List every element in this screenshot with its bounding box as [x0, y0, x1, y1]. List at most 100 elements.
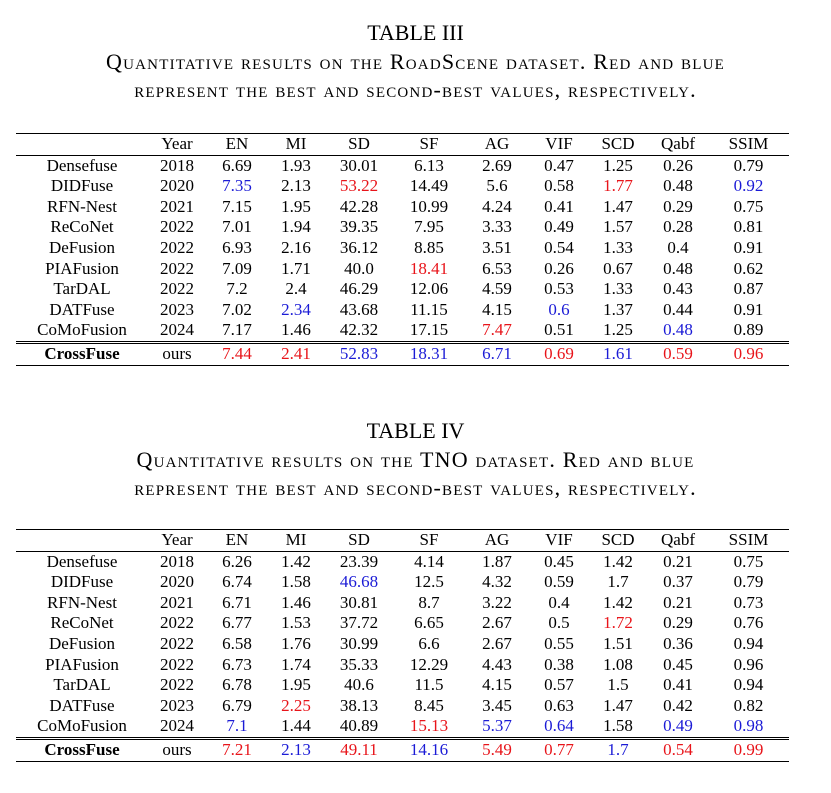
method-name: CrossFuse: [44, 739, 120, 759]
metric-cell: 0.37: [663, 572, 693, 592]
metric-cell: 1.57: [603, 217, 633, 237]
results-table: Year EN MI SD SF AG VIF SCD Qabf SSIM Densefuse 20…: [16, 529, 789, 762]
metric-cell: 0.53: [544, 279, 574, 299]
metric-cell: 0.28: [663, 217, 693, 237]
method-name: DIDFuse: [50, 176, 114, 196]
metric-cell: 6.73: [222, 654, 252, 674]
metric-cell: 1.77: [603, 176, 633, 196]
metric-cell: 7.47: [482, 320, 512, 340]
metric-cell: 0.43: [663, 279, 693, 299]
metric-cell: 0.38: [544, 654, 574, 674]
column-header: VIF: [545, 134, 573, 153]
metric-cell: 0.4: [667, 237, 689, 257]
metric-cell: 0.99: [733, 739, 764, 759]
column-header: SSIM: [728, 530, 769, 549]
method-name: DeFusion: [48, 633, 116, 653]
metric-cell: 23.39: [339, 551, 379, 571]
year-cell: 2023: [160, 695, 194, 715]
table-row: ReCoNet 2022 7.01 1.94 39.35 7.95 3.33 0.49 1.57…: [16, 217, 789, 238]
metric-cell: 7.17: [222, 320, 252, 340]
metric-cell: 17.15: [409, 320, 449, 340]
metric-cell: 40.0: [344, 258, 374, 278]
method-name: PIAFusion: [45, 654, 119, 674]
metric-cell: 15.13: [409, 716, 449, 736]
metric-cell: 5.6: [486, 176, 508, 196]
table-iv-block: TABLE IV Quantitative results on the TNO…: [0, 416, 831, 762]
metric-cell: 12.06: [409, 279, 449, 299]
metric-cell: 0.45: [663, 654, 693, 674]
year-cell: 2022: [160, 633, 194, 653]
metric-cell: 2.41: [281, 343, 311, 363]
metric-cell: 18.41: [409, 258, 449, 278]
metric-cell: 0.49: [544, 217, 574, 237]
metric-cell: 4.15: [482, 299, 512, 319]
table-label: TABLE IV: [366, 418, 465, 443]
metric-cell: 7.01: [222, 217, 252, 237]
metric-cell: 11.15: [410, 299, 448, 319]
year-cell: 2022: [160, 258, 194, 278]
metric-cell: 1.7: [607, 572, 629, 592]
method-name: CoMoFusion: [37, 716, 127, 736]
column-header: Qabf: [661, 134, 695, 153]
column-header: SF: [419, 134, 439, 153]
column-header: SSIM: [728, 134, 769, 153]
method-name: DIDFuse: [50, 572, 114, 592]
metric-cell: 6.71: [482, 343, 512, 363]
method-name: RFN-Nest: [47, 592, 117, 612]
table-row: DeFusion 2022 6.58 1.76 30.99 6.6 2.67 0.55 1.51…: [16, 634, 789, 655]
year-cell: 2022: [160, 613, 194, 633]
metric-cell: 4.15: [482, 675, 512, 695]
year-cell: 2022: [160, 217, 194, 237]
metric-cell: 8.85: [414, 237, 444, 257]
metric-cell: 0.26: [663, 155, 693, 175]
year-cell: 2022: [160, 654, 194, 674]
metric-cell: 37.72: [339, 613, 379, 633]
metric-cell: 14.49: [409, 176, 449, 196]
metric-cell: 0.81: [733, 217, 764, 237]
method-name: DATFuse: [49, 299, 115, 319]
metric-cell: 1.74: [281, 654, 311, 674]
column-header: EN: [225, 134, 249, 153]
column-header: SCD: [601, 530, 635, 549]
metric-cell: 7.02: [222, 299, 252, 319]
table-caption: Quantitative results on the TNO dataset.…: [0, 446, 831, 502]
caption-line-1: Quantitative results on the RoadScene da…: [106, 49, 725, 74]
metric-cell: 1.53: [281, 613, 311, 633]
table-row: PIAFusion 2022 6.73 1.74 35.33 12.29 4.43 0.38 1…: [16, 655, 789, 676]
metric-cell: 0.45: [544, 551, 574, 571]
metric-cell: 0.63: [544, 695, 574, 715]
metric-cell: 1.87: [482, 551, 512, 571]
metric-cell: 0.75: [733, 551, 764, 571]
method-name: Densefuse: [46, 551, 118, 571]
table-row: PIAFusion 2022 7.09 1.71 40.0 18.41 6.53 0.26 0.…: [16, 259, 789, 280]
metric-cell: 6.79: [222, 695, 252, 715]
metric-cell: 0.49: [663, 716, 693, 736]
metric-cell: 0.4: [548, 592, 570, 612]
metric-cell: 36.12: [339, 237, 379, 257]
metric-cell: 2.69: [482, 155, 512, 175]
metric-cell: 0.59: [663, 343, 693, 363]
metric-cell: 46.68: [339, 572, 379, 592]
metric-cell: 1.72: [603, 613, 633, 633]
metric-cell: 1.33: [603, 237, 633, 257]
metric-cell: 6.53: [482, 258, 512, 278]
column-header: VIF: [545, 530, 573, 549]
metric-cell: 0.79: [733, 155, 764, 175]
metric-cell: 3.51: [482, 237, 512, 257]
header-row: Year EN MI SD SF AG VIF SCD Qabf SSIM: [16, 133, 789, 156]
table-row: RFN-Nest 2021 7.15 1.95 42.28 10.99 4.24 0.41 1.…: [16, 197, 789, 218]
metric-cell: 6.93: [222, 237, 252, 257]
metric-cell: 2.67: [482, 633, 512, 653]
caption-line-2: represent the best and second-best value…: [134, 77, 697, 102]
method-name: PIAFusion: [45, 258, 119, 278]
metric-cell: 8.45: [414, 695, 444, 715]
metric-cell: 1.5: [607, 675, 629, 695]
metric-cell: 0.64: [544, 716, 574, 736]
metric-cell: 6.26: [222, 551, 252, 571]
metric-cell: 4.32: [482, 572, 512, 592]
metric-cell: 6.74: [222, 572, 252, 592]
metric-cell: 4.24: [482, 196, 512, 216]
year-cell: 2018: [160, 551, 194, 571]
metric-cell: 0.5: [548, 613, 570, 633]
metric-cell: 0.29: [663, 613, 693, 633]
